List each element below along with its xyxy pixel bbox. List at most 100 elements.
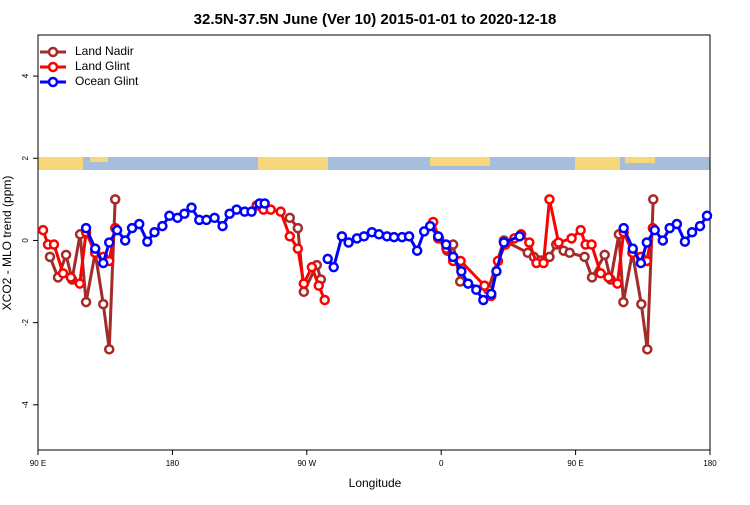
y-tick-label: -2 — [21, 319, 30, 327]
data-point — [388, 231, 400, 243]
data-point — [524, 237, 535, 248]
data-point — [119, 235, 131, 246]
data-point — [133, 218, 145, 230]
data-point — [109, 194, 121, 205]
data-point — [586, 272, 598, 283]
data-point — [411, 245, 423, 256]
data-point — [595, 268, 606, 279]
data-point — [275, 206, 286, 217]
data-point — [686, 226, 698, 238]
data-point — [679, 236, 691, 247]
data-point — [60, 249, 72, 261]
data-point — [103, 237, 115, 248]
data-point — [538, 257, 549, 269]
data-point — [246, 206, 257, 217]
data-point — [657, 235, 669, 246]
data-point — [37, 224, 49, 236]
data-point — [111, 224, 123, 236]
data-point — [456, 266, 467, 277]
data-point — [627, 243, 639, 254]
data-point — [319, 294, 330, 306]
data-point — [694, 220, 706, 232]
data-point — [284, 231, 296, 242]
data-point — [671, 218, 683, 230]
data-point — [603, 272, 614, 283]
data-point — [612, 278, 623, 289]
data-point — [44, 251, 56, 263]
data-point — [649, 224, 660, 236]
data-point — [80, 296, 92, 308]
data-point — [292, 222, 304, 234]
data-point — [544, 194, 555, 205]
map-strip — [38, 157, 710, 170]
data-point — [217, 220, 228, 232]
data-point — [98, 257, 109, 269]
data-point — [553, 237, 564, 248]
data-point — [98, 298, 109, 310]
x-tick-label: 180 — [703, 459, 717, 468]
data-point — [164, 210, 175, 222]
data-point — [373, 229, 385, 240]
data-point — [284, 212, 296, 224]
x-tick-label: 90 W — [297, 459, 316, 468]
data-point — [575, 224, 586, 236]
data-point — [447, 251, 459, 263]
series-line — [431, 199, 655, 300]
data-point — [701, 210, 713, 222]
legend-marker — [47, 46, 59, 58]
data-point — [292, 243, 304, 254]
data-point — [514, 231, 525, 242]
data-point — [479, 280, 490, 291]
data-point — [103, 344, 115, 355]
data-point — [564, 247, 575, 259]
data-point — [642, 344, 653, 355]
data-point — [498, 237, 510, 248]
y-tick-label: 0 — [21, 238, 30, 243]
data-point — [179, 208, 190, 219]
data-point — [298, 286, 310, 298]
y-axis-label: XCO2 - MLO trend (ppm) — [0, 176, 14, 311]
data-point — [485, 288, 497, 300]
data-point — [440, 239, 452, 250]
x-tick-label: 0 — [439, 459, 444, 468]
data-point — [186, 202, 197, 213]
data-point — [298, 278, 310, 289]
data-point — [149, 226, 160, 238]
data-point — [471, 284, 482, 296]
data-point — [618, 296, 629, 308]
data-point — [432, 231, 444, 242]
data-point — [618, 222, 629, 234]
x-axis-label: Longitude — [349, 476, 402, 490]
x-tick-label: 90 E — [567, 459, 583, 468]
data-point — [231, 204, 242, 215]
data-point — [636, 298, 647, 310]
data-point — [265, 204, 276, 215]
chart-title: 32.5N-37.5N June (Ver 10) 2015-01-01 to … — [194, 11, 557, 28]
data-point — [566, 233, 577, 244]
data-point — [424, 220, 436, 232]
data-point — [478, 294, 489, 306]
series-line — [436, 199, 655, 350]
x-tick-label: 180 — [166, 459, 180, 468]
legend-label: Ocean Glint — [75, 74, 139, 88]
y-tick-label: 2 — [21, 155, 30, 160]
data-point — [599, 249, 610, 261]
data-point — [313, 280, 324, 291]
legend-label: Land Glint — [75, 59, 130, 73]
legend-label: Land Nadir — [75, 44, 134, 58]
data-point — [65, 272, 77, 283]
data-point — [491, 266, 502, 277]
data-point — [306, 261, 318, 273]
y-tick-label: 4 — [21, 73, 30, 78]
data-point — [648, 194, 659, 205]
data-point — [74, 278, 86, 289]
data-point — [403, 231, 415, 242]
data-point — [328, 261, 339, 273]
data-point — [80, 222, 92, 234]
data-point — [57, 268, 69, 279]
data-point — [586, 239, 597, 250]
data-point — [336, 231, 348, 242]
x-tick-label: 90 E — [30, 459, 46, 468]
data-point — [579, 251, 590, 263]
data-point — [322, 253, 333, 265]
